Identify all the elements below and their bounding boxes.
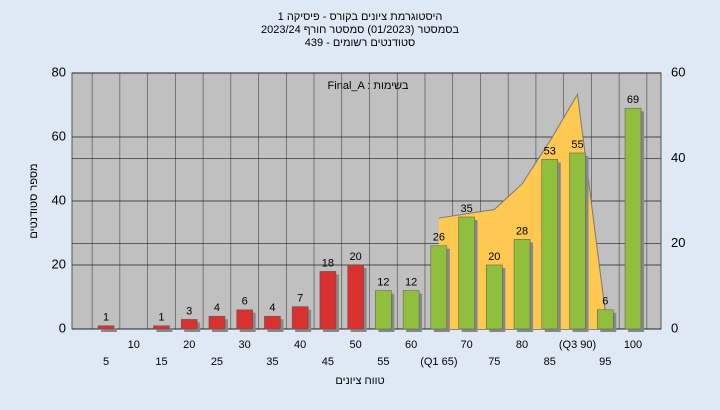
x-tick-label: 45 — [322, 356, 334, 368]
value-label: 26 — [433, 232, 445, 244]
x-tick-label: 60 — [405, 339, 417, 351]
bar — [597, 309, 614, 330]
y2-tick-label: 40 — [671, 150, 685, 165]
bar — [347, 264, 364, 330]
value-label: 20 — [350, 251, 362, 263]
x-tick-label: 75 — [488, 356, 500, 368]
y-axis-label: מספר סטודנטים — [28, 163, 40, 238]
title-line: בסמסטר (01/2023) סמסטר חורף 2023/24 — [261, 24, 459, 36]
value-label: 4 — [269, 302, 275, 314]
value-label: 1 — [158, 312, 164, 324]
x-tick-label: 35 — [266, 356, 278, 368]
bar-shadow — [156, 328, 173, 332]
value-label: 7 — [297, 293, 303, 305]
bar — [486, 264, 503, 330]
x-tick-label: 10 — [128, 339, 140, 351]
y2-tick-label: 0 — [671, 320, 678, 335]
bar — [264, 315, 281, 330]
value-label: 55 — [571, 139, 583, 151]
x-tick-label: 85 — [544, 356, 556, 368]
x-tick-label: (Q3 90) — [559, 339, 596, 351]
area — [438, 94, 606, 329]
x-tick-label: 50 — [350, 339, 362, 351]
x-tick-label: 80 — [516, 339, 528, 351]
bar — [513, 239, 531, 330]
value-label: 12 — [405, 277, 417, 289]
annotation: Final_A : בשימות — [328, 80, 409, 92]
bar — [375, 290, 392, 330]
area-edge — [438, 92, 606, 312]
bar — [569, 152, 586, 330]
y2-tick-label: 60 — [671, 64, 685, 79]
x-axis-label: טווח ציונים — [335, 375, 384, 387]
x-tick-label: 5 — [103, 356, 109, 368]
bar — [458, 216, 475, 330]
title-line: היסטוגרמת ציונים בקורס - פיסיקה 1 — [278, 11, 443, 23]
value-label: 1 — [103, 312, 109, 324]
bar — [319, 271, 337, 330]
bar — [402, 290, 420, 330]
bar — [153, 325, 170, 330]
bar — [97, 325, 115, 330]
value-label: 20 — [488, 251, 500, 263]
y-tick-label: 20 — [52, 256, 66, 271]
bar — [291, 306, 309, 330]
value-label: 35 — [460, 203, 472, 215]
title-line: סטודנטים רשומים - 439 — [305, 37, 416, 49]
value-label: 12 — [377, 277, 389, 289]
x-tick-label: 15 — [155, 356, 167, 368]
x-tick-label: 25 — [211, 356, 223, 368]
x-tick-label: 55 — [377, 356, 389, 368]
value-label: 3 — [186, 305, 192, 317]
bar — [236, 309, 253, 330]
value-label: 18 — [322, 257, 334, 269]
value-label: 4 — [214, 302, 220, 314]
x-tick-label: 20 — [183, 339, 195, 351]
value-label: 28 — [516, 225, 528, 237]
x-tick-label: 70 — [460, 339, 472, 351]
bar — [541, 159, 559, 330]
value-label: 69 — [627, 94, 639, 106]
value-label: 53 — [544, 145, 556, 157]
y2-tick-label: 20 — [671, 235, 685, 250]
x-tick-label: 30 — [239, 339, 251, 351]
y-tick-label: 80 — [52, 64, 66, 79]
value-label: 6 — [242, 296, 248, 308]
y-tick-label: 60 — [52, 128, 66, 143]
x-tick-label: (Q1 65) — [420, 356, 457, 368]
x-tick-label: 40 — [294, 339, 306, 351]
y-tick-label: 40 — [52, 192, 66, 207]
x-tick-label: 95 — [599, 356, 611, 368]
bar — [180, 319, 198, 330]
bar — [208, 315, 226, 330]
value-label: 6 — [602, 296, 608, 308]
x-tick-label: 100 — [624, 339, 642, 351]
bar — [624, 107, 642, 330]
bar-shadow — [101, 328, 117, 332]
bar — [430, 245, 448, 330]
y-tick-label: 0 — [59, 320, 66, 335]
